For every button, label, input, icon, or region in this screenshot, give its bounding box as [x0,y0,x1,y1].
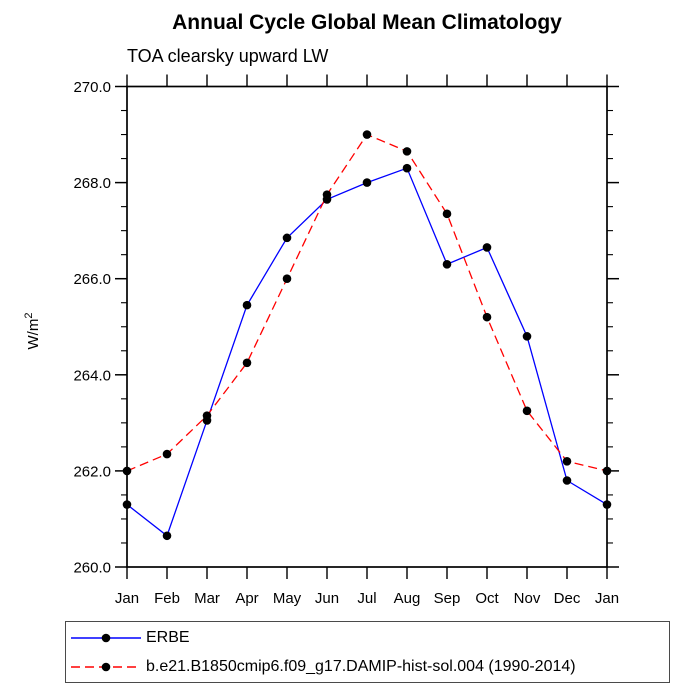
data-point-marker [562,476,572,485]
data-point-marker [122,466,132,476]
data-point-marker [282,233,292,243]
data-point-marker [362,130,372,139]
y-tick-label: 260.0 [73,560,111,577]
x-tick-label: Sep [434,590,461,607]
x-tick-label: Jun [315,590,339,607]
x-tick-label: May [273,590,302,607]
x-tick-label: Nov [514,590,541,607]
y-axis-label: W/m2 [23,313,42,350]
marker-dot-icon [101,662,111,671]
legend-item-model: b.e21.B1850cmip6.f09_g17.DAMIP-hist-sol.… [66,652,669,681]
x-tick-label: Apr [235,590,258,607]
data-point-marker [522,406,532,416]
marker-dot-icon [101,633,111,642]
data-point-marker [402,147,412,156]
x-tick-label: Feb [154,590,180,607]
model-line-swatch [71,662,141,671]
data-point-marker [482,312,492,322]
x-tick-label: Aug [394,590,421,607]
x-tick-label: Jul [357,590,376,607]
data-point-marker [602,500,612,509]
chart-title: Annual Cycle Global Mean Climatology [172,11,562,34]
legend: ERBE b.e21.B1850cmip6.f09_g17.DAMIP-hist… [65,621,670,683]
data-point-marker [522,332,532,341]
x-tick-label: Oct [475,590,499,607]
data-point-marker [402,163,412,173]
data-point-marker [442,259,452,269]
data-point-marker [242,300,252,310]
data-point-marker [162,531,172,541]
y-tick-label: 270.0 [73,79,111,96]
y-tick-label: 264.0 [73,367,111,384]
legend-label-model: b.e21.B1850cmip6.f09_g17.DAMIP-hist-sol.… [146,657,576,675]
data-point-marker [602,466,612,476]
data-point-marker [242,358,252,368]
data-point-marker [282,274,292,284]
data-point-marker [202,411,212,420]
x-tick-label: Dec [554,590,581,607]
y-tick-label: 266.0 [73,271,111,288]
data-point-marker [162,449,172,459]
data-point-marker [362,178,372,187]
legend-label-erbe: ERBE [146,628,190,646]
data-point-marker [562,456,572,466]
data-point-marker [442,209,452,219]
x-tick-label: Mar [194,590,220,607]
data-point-marker [122,500,132,509]
plot-frame [126,85,608,568]
x-tick-label: Jan [115,590,139,607]
data-point-marker [322,190,332,199]
y-tick-label: 262.0 [73,463,111,480]
erbe-line [126,167,608,537]
erbe-line-swatch [71,633,141,642]
y-tick-label: 268.0 [73,175,111,192]
legend-item-erbe: ERBE [66,623,669,652]
x-tick-label: Jan [595,590,619,607]
chart-subtitle: TOA clearsky upward LW [127,46,329,66]
data-point-marker [482,243,492,252]
